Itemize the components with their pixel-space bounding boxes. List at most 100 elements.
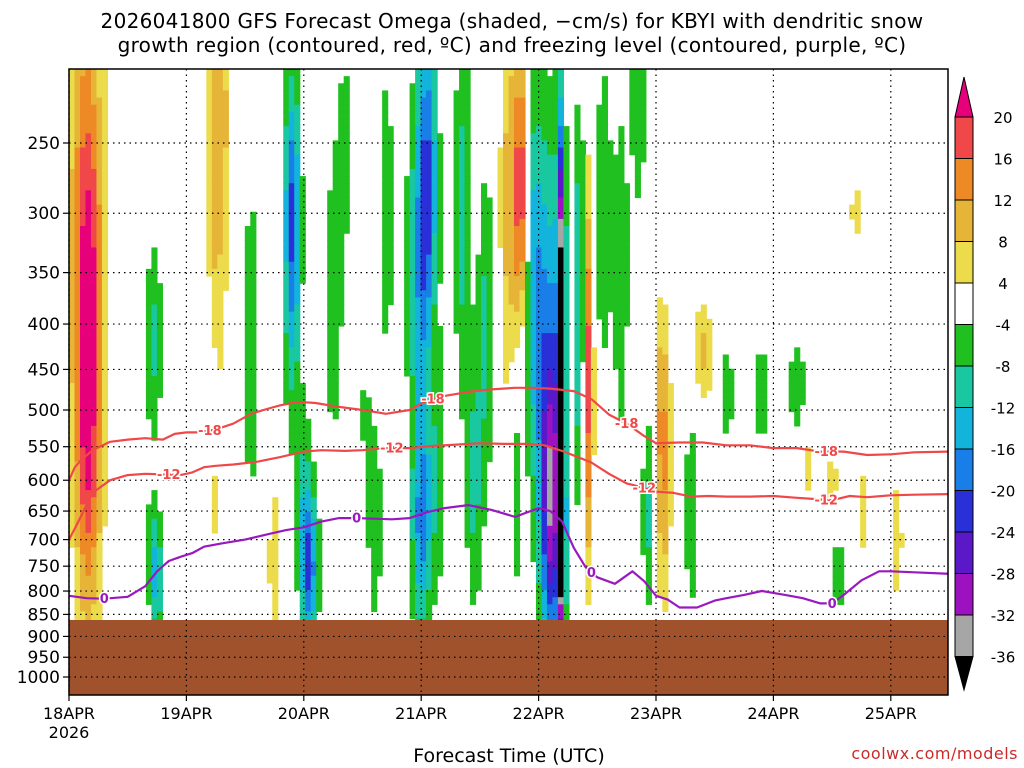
- y-tick-label: 900: [28, 627, 60, 647]
- omega-cell: [893, 504, 900, 513]
- omega-cell: [552, 104, 559, 113]
- omega-cell: [316, 525, 323, 534]
- omega-cell: [667, 511, 674, 520]
- omega-cell: [513, 190, 521, 199]
- omega-cell: [634, 97, 641, 106]
- omega-cell: [145, 275, 152, 284]
- omega-cell: [645, 575, 652, 584]
- omega-cell: [90, 475, 98, 484]
- omega-cell: [288, 390, 295, 398]
- omega-cell: [557, 283, 565, 291]
- omega-cell: [294, 540, 301, 548]
- omega-cell: [459, 268, 466, 277]
- omega-cell: [519, 168, 526, 177]
- omega-cell: [283, 104, 290, 113]
- omega-cell: [90, 468, 98, 477]
- omega-cell: [535, 411, 543, 420]
- omega-cell: [343, 133, 350, 141]
- omega-cell: [415, 425, 422, 434]
- omega-cell: [288, 261, 295, 270]
- omega-cell: [574, 183, 581, 191]
- omega-cell: [689, 504, 696, 513]
- omega-cell: [508, 325, 515, 334]
- omega-cell: [464, 532, 471, 541]
- omega-cell: [90, 547, 98, 555]
- omega-cell: [486, 311, 493, 320]
- omega-cell: [90, 418, 98, 427]
- omega-cell: [409, 511, 416, 520]
- omega-cell: [69, 275, 76, 284]
- omega-cell: [294, 183, 301, 191]
- omega-cell: [79, 347, 87, 356]
- omega-cell: [74, 154, 81, 163]
- omega-cell: [541, 597, 548, 605]
- omega-cell: [376, 504, 383, 513]
- omega-cell: [794, 375, 801, 384]
- omega-cell: [415, 518, 422, 527]
- omega-cell: [437, 497, 444, 505]
- omega-cell: [145, 504, 152, 513]
- omega-cell: [415, 568, 422, 577]
- omega-cell: [596, 275, 603, 284]
- omega-cell: [563, 304, 570, 313]
- omega-cell: [596, 261, 603, 270]
- omega-cell: [101, 204, 109, 213]
- omega-cell: [96, 176, 103, 184]
- omega-cell: [415, 532, 422, 541]
- omega-cell: [459, 304, 466, 313]
- omega-cell: [524, 418, 532, 427]
- omega-cell: [530, 375, 537, 384]
- omega-cell: [437, 475, 444, 484]
- omega-cell: [360, 411, 367, 420]
- omega-cell: [541, 454, 548, 463]
- omega-cell: [426, 375, 433, 384]
- omega-cell: [689, 461, 696, 470]
- omega-cell: [85, 283, 92, 291]
- omega-cell: [563, 468, 570, 477]
- omega-cell: [623, 247, 630, 256]
- omega-cell: [365, 475, 372, 484]
- omega-cell: [85, 76, 92, 84]
- omega-cell: [151, 411, 158, 420]
- omega-cell: [546, 204, 554, 213]
- omega-cell: [546, 582, 554, 591]
- omega-cell: [656, 518, 663, 527]
- omega-cell: [535, 482, 543, 491]
- omega-cell: [557, 83, 565, 92]
- omega-cell: [250, 218, 257, 227]
- omega-cell: [552, 561, 559, 570]
- omega-cell: [294, 268, 301, 277]
- omega-cell: [420, 318, 427, 327]
- omega-cell: [338, 240, 345, 249]
- omega-cell: [574, 383, 581, 391]
- omega-cell: [585, 154, 592, 163]
- omega-cell: [486, 268, 493, 277]
- omega-cell: [420, 590, 427, 598]
- omega-cell: [552, 340, 559, 348]
- omega-cell: [431, 311, 438, 320]
- omega-cell: [299, 532, 306, 541]
- omega-cell: [459, 83, 466, 92]
- omega-cell: [585, 383, 592, 391]
- omega-cell: [503, 204, 510, 213]
- omega-cell: [585, 440, 592, 448]
- omega-cell: [299, 183, 306, 191]
- omega-cell: [420, 261, 427, 270]
- omega-cell: [156, 582, 163, 591]
- omega-cell: [426, 218, 433, 227]
- omega-cell: [69, 433, 76, 441]
- omega-cell: [69, 90, 76, 99]
- omega-cell: [426, 204, 433, 213]
- omega-cell: [546, 525, 554, 534]
- omega-cell: [415, 475, 422, 484]
- omega-cell: [145, 325, 152, 334]
- omega-cell: [338, 297, 345, 306]
- omega-cell: [530, 304, 537, 313]
- omega-cell: [546, 318, 554, 327]
- omega-cell: [250, 211, 257, 220]
- omega-cell: [382, 154, 389, 163]
- omega-cell: [420, 111, 427, 120]
- omega-cell: [415, 254, 422, 263]
- omega-cell: [409, 254, 416, 263]
- omega-cell: [294, 518, 301, 527]
